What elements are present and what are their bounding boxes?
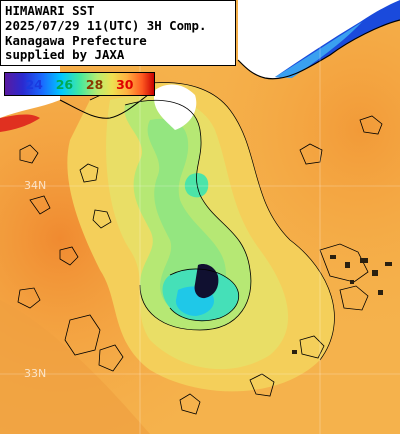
land-northeast (238, 0, 400, 79)
colorbar-tick-26: 26 (55, 77, 74, 92)
colorbar-tick-24: 24 (25, 77, 43, 92)
colorbar-tick-28: 28 (85, 77, 104, 92)
title-region: Kanagawa Prefecture (5, 32, 147, 48)
isotherm-1 (124, 99, 252, 331)
coastline-northeast (237, 19, 400, 80)
lower-warm-band (0, 300, 150, 434)
colorbar-tick-30: 30 (116, 77, 134, 92)
title-product: HIMAWARI SST (5, 3, 95, 18)
isotherm-3 (169, 268, 240, 322)
coastline-north (59, 89, 156, 119)
title-source: supplied by JAXA (5, 47, 125, 63)
land-north-central (154, 84, 197, 130)
title-datetime: 2025/07/29 11(UTC) 3H Comp. (5, 17, 207, 33)
title-box: HIMAWARI SST 2025/07/29 11(UTC) 3H Comp.… (0, 0, 236, 66)
cloud-specks (292, 255, 392, 354)
graticule-label-34n: 34N (24, 179, 47, 192)
sst-colorbar (4, 72, 155, 96)
cold-spot-north (184, 173, 209, 198)
cloud-outlines (17, 115, 383, 415)
cold-core (194, 264, 219, 299)
coastal-cold-water-2 (275, 22, 362, 78)
isotherm-2 (89, 82, 335, 361)
graticule-label-33n: 33N (24, 367, 47, 380)
land-west-edge (0, 114, 40, 132)
cool-water-green-2 (147, 118, 226, 313)
